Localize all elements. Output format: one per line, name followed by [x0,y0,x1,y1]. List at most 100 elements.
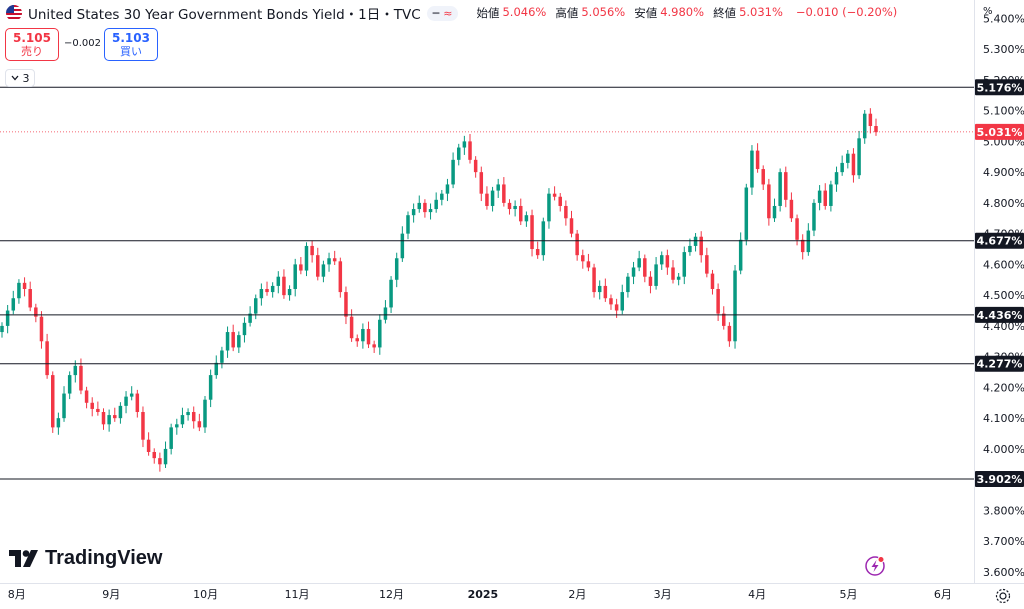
candle [733,265,737,349]
candle [496,178,500,198]
tradingview-logo[interactable]: TradingView [9,547,162,570]
candle [417,195,422,213]
candle [406,211,410,240]
candle [659,251,664,270]
ohlc-readout: 始値 5.046% 高値 5.056% 安値 4.980% 終値 5.031% −0.0… [476,5,897,21]
svg-text:4.436%: 4.436% [977,309,1023,322]
price-axis[interactable]: 3.600%3.700%3.800%3.900%4.000%4.100%4.20… [983,12,1024,579]
candle [11,290,16,315]
close-value: 5.031% [739,5,783,19]
candle [451,152,455,189]
candle [344,286,348,325]
candle [242,317,247,343]
candle [575,229,579,261]
candle [609,294,613,310]
candle [564,200,568,226]
svg-text:3.902%: 3.902% [977,473,1023,486]
candle [581,249,585,269]
candle [834,166,839,192]
candle [22,277,27,297]
candle [699,231,703,263]
candle [716,283,720,321]
candle [502,177,506,207]
candle [840,155,844,176]
candle [316,247,320,281]
gear-icon[interactable] [994,587,1012,605]
symbol-title[interactable]: United States 30 Year Government Bonds Y… [28,7,421,23]
sell-price: 5.105 [13,31,51,45]
candle [197,413,202,432]
y-tick-label: 5.400% [983,12,1024,25]
candle [220,346,224,369]
candle [51,371,55,433]
chart-header: United States 30 Year Government Bonds Y… [6,3,897,23]
candle [400,226,405,262]
collapse-indicators-button[interactable]: 3 [5,69,35,87]
candle [784,166,788,208]
candle [146,432,151,456]
candle [789,192,794,222]
time-axis[interactable]: 8月 9月 10月 11月 12月 2025 2月 3月 4月 5月 6月 [8,588,952,601]
candle [180,407,185,429]
candle [620,284,625,315]
candle [851,148,856,183]
x-tick-label: 11月 [285,588,310,601]
candles-layer [0,108,878,472]
line-price-label: 4.277% [975,355,1024,372]
candle [276,271,281,294]
candle [304,242,309,277]
high-value: 5.056% [581,5,626,19]
candle [626,273,630,298]
indicator-toggle[interactable]: ━ ≈ [426,5,459,21]
candle [118,402,123,424]
open-value: 5.046% [502,5,547,19]
candle [0,322,4,338]
candle [107,409,111,432]
candle [519,198,523,226]
sell-button[interactable]: 5.105 売り [5,28,59,61]
candle [874,118,878,136]
svg-text:5.176%: 5.176% [977,81,1023,94]
y-tick-label: 4.500% [983,289,1024,302]
indicator-count: 3 [22,71,30,85]
candle [169,423,173,455]
candle [84,386,89,409]
candle [129,386,134,401]
candle [541,217,546,261]
x-tick-label: 9月 [102,588,120,601]
y-tick-label: 3.700% [983,535,1024,548]
candle [5,304,10,334]
candle [310,240,314,263]
candle [800,234,805,260]
candle [56,412,61,435]
candle [45,333,49,379]
candle [338,257,343,298]
y-tick-label: 5.300% [983,43,1024,56]
candle [738,232,743,275]
candle [191,406,196,429]
candle [868,108,873,134]
y-tick-label: 4.000% [983,443,1024,456]
candle [378,314,382,355]
wave-icon: ≈ [443,6,453,20]
candle [394,252,399,288]
price-labels-layer: 5.176% 4.677% 4.436% 4.277% 3.902% 5.031% [975,79,1024,488]
chevron-down-icon [11,75,18,81]
candle [124,391,128,414]
candle [490,186,495,212]
candle [862,110,867,144]
candle [462,135,467,155]
y-tick-label: 5.100% [983,105,1024,118]
lightning-icon[interactable] [864,555,886,577]
y-tick-label: 3.800% [983,504,1024,517]
candle [722,306,726,330]
candle [761,165,765,190]
candle [643,254,647,283]
candle [208,369,213,408]
candle [705,247,709,278]
candle [710,269,715,295]
candle [152,448,156,464]
buy-button[interactable]: 5.103 買い [104,28,158,61]
line-price-label: 4.436% [975,306,1024,323]
